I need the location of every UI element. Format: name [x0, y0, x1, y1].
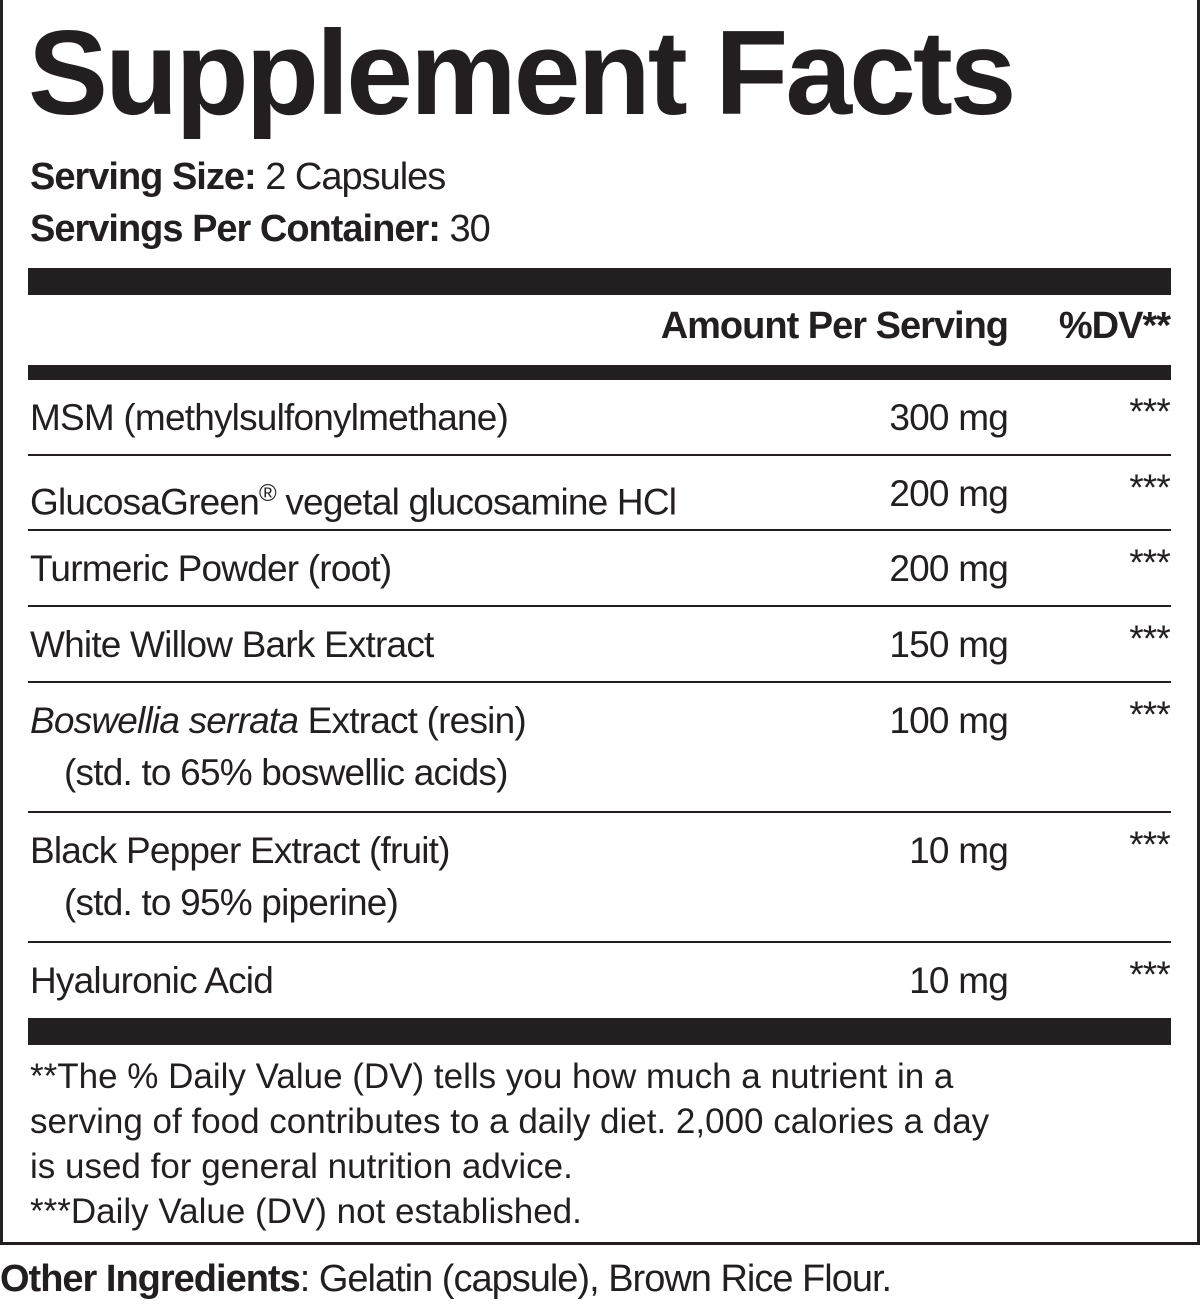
ingredient-dv: ***	[1129, 954, 1171, 995]
ingredient-dv: ***	[1129, 694, 1171, 735]
ingredient-name: GlucosaGreen® vegetal glucosamine HCl	[30, 480, 677, 523]
ingredient-amount: 200 mg	[889, 473, 1008, 514]
footnotes: **The % Daily Value (DV) tells you how m…	[30, 1054, 1180, 1234]
ingredient-amount: 200 mg	[889, 548, 1008, 589]
ingredient-standardization: (std. to 95% piperine)	[64, 882, 399, 923]
dv-header: %DV**	[1058, 305, 1171, 347]
servings-per-container-value: 30	[439, 208, 490, 250]
ingredient-amount: 100 mg	[889, 700, 1008, 741]
ingredient-dv: ***	[1129, 542, 1171, 583]
amount-header: Amount Per Serving	[660, 305, 1009, 347]
servings-per-container-label: Servings Per Container:	[30, 208, 441, 250]
thick-divider	[28, 1018, 1171, 1045]
thick-divider	[28, 268, 1171, 295]
row-divider	[28, 529, 1171, 531]
ingredient-amount: 10 mg	[909, 960, 1009, 1001]
ingredient-amount: 300 mg	[889, 397, 1008, 438]
footnote-line: ***Daily Value (DV) not established.	[30, 1192, 582, 1231]
serving-size-value: 2 Capsules	[255, 156, 446, 198]
row-divider	[28, 454, 1171, 456]
ingredient-name: Black Pepper Extract (fruit)	[30, 830, 450, 871]
row-divider	[28, 681, 1171, 683]
footnote-line: **The % Daily Value (DV) tells you how m…	[30, 1057, 954, 1096]
servings-per-container: Servings Per Container: 30	[30, 207, 491, 251]
ingredient-amount: 150 mg	[889, 624, 1008, 665]
ingredient-dv: ***	[1129, 391, 1171, 432]
panel-title: Supplement Facts	[28, 6, 1017, 140]
ingredient-dv: ***	[1129, 618, 1171, 659]
footnote-line: is used for general nutrition advice.	[30, 1147, 573, 1186]
other-ingredients-value: : Gelatin (capsule), Brown Rice Flour.	[299, 1258, 892, 1300]
ingredient-amount: 10 mg	[909, 830, 1009, 871]
medium-divider	[28, 365, 1171, 380]
row-divider	[28, 811, 1171, 813]
ingredient-name: Turmeric Powder (root)	[30, 548, 392, 589]
serving-size-label: Serving Size:	[30, 156, 257, 198]
ingredient-dv: ***	[1129, 467, 1171, 508]
serving-size: Serving Size: 2 Capsules	[30, 155, 446, 199]
ingredient-name: Hyaluronic Acid	[30, 960, 274, 1001]
ingredient-name: White Willow Bark Extract	[30, 624, 434, 665]
other-ingredients: Other Ingredients: Gelatin (capsule), Br…	[0, 1258, 892, 1301]
row-divider	[28, 941, 1171, 943]
ingredient-dv: ***	[1129, 824, 1171, 865]
other-ingredients-label: Other Ingredients	[0, 1258, 301, 1300]
ingredient-standardization: (std. to 65% boswellic acids)	[64, 752, 508, 793]
footnote-line: serving of food contributes to a daily d…	[30, 1102, 990, 1141]
ingredient-name: Boswellia serrata Extract (resin)	[30, 700, 527, 741]
ingredient-name: MSM (methylsulfonylmethane)	[30, 397, 509, 438]
supplement-facts-panel	[0, 0, 1200, 1245]
row-divider	[28, 605, 1171, 607]
